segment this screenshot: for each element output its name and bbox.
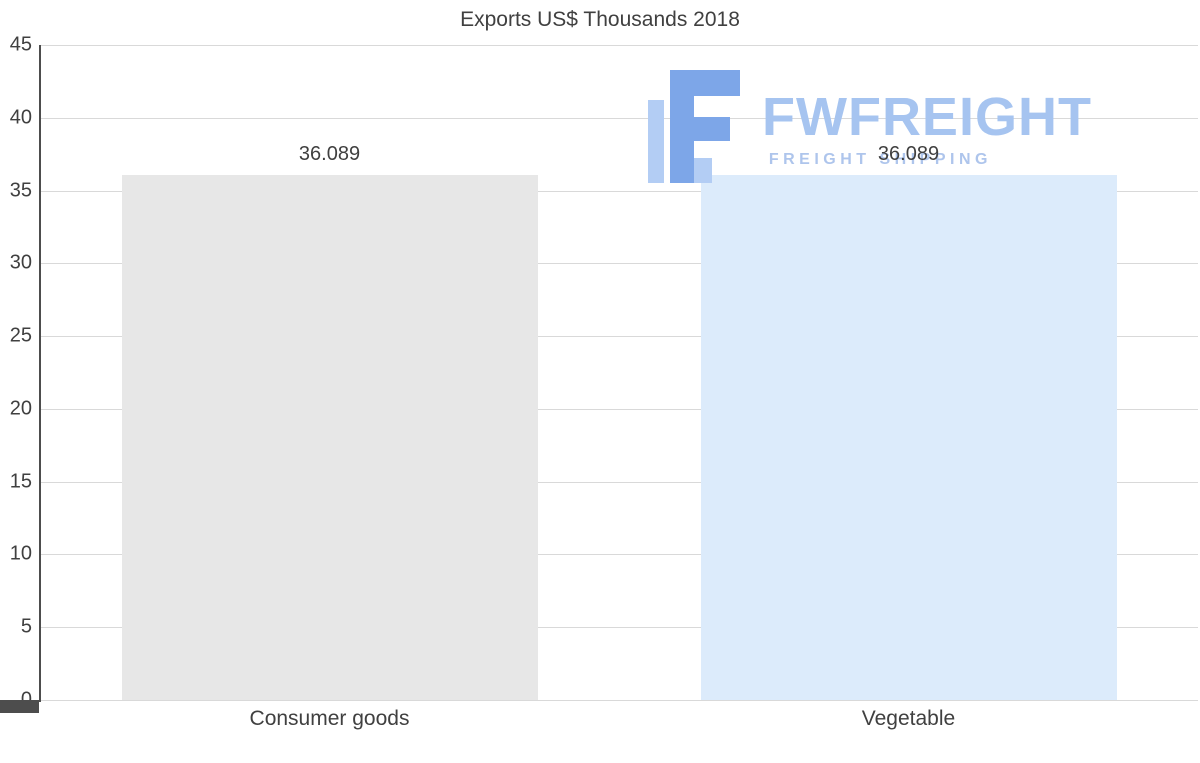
- y-tick-label: 30: [9, 251, 32, 274]
- y-tick-labels: 0 5 10 15 20 25 30 35 40 45: [0, 34, 36, 711]
- x-category-labels: Consumer goods Vegetable: [40, 707, 1198, 731]
- y-tick-label: 25: [9, 324, 32, 347]
- y-tick-label: 5: [20, 615, 32, 638]
- watermark-text-block: FWFREIGHT FREIGHT SHIPPING: [762, 70, 1092, 169]
- gridline: [40, 190, 1198, 192]
- y-tick-label: 20: [9, 397, 32, 420]
- y-tick-label: 0: [21, 689, 32, 712]
- y-tick-label: 10: [9, 542, 32, 565]
- fwfreight-logo-icon: [648, 70, 740, 183]
- gridline: [40, 408, 1198, 410]
- gridline: [40, 117, 1198, 119]
- gridline: [40, 700, 1198, 701]
- bar-consumer-goods: [121, 174, 538, 700]
- watermark-brand-text: FWFREIGHT: [762, 87, 1092, 147]
- category-label-vegetable: Vegetable: [861, 707, 956, 730]
- y-tick-label: 45: [9, 33, 32, 56]
- category-label-consumer-goods: Consumer goods: [249, 707, 410, 730]
- y-tick-label: 35: [9, 179, 32, 202]
- bar-vegetable: [700, 174, 1117, 700]
- y-axis-line: [39, 45, 41, 702]
- watermark-tagline-text: FREIGHT SHIPPING: [768, 151, 992, 168]
- y-tick-label: 40: [9, 106, 32, 129]
- value-label-consumer-goods: 36.089: [298, 142, 361, 165]
- gridline: [40, 263, 1198, 265]
- gridline: [40, 45, 1198, 46]
- fwfreight-watermark: FWFREIGHT FREIGHT SHIPPING: [648, 70, 1092, 183]
- bar-slot-consumer-goods: 36.089: [40, 45, 619, 700]
- gridline: [40, 481, 1198, 483]
- bar-slot-vegetable: 36.089: [619, 45, 1198, 700]
- chart-title: Exports US$ Thousands 2018: [460, 8, 740, 31]
- gridline: [40, 336, 1198, 338]
- gridline: [40, 627, 1198, 629]
- y-tick-label: 15: [9, 470, 32, 493]
- value-label-vegetable: 36.089: [877, 142, 940, 165]
- axis-corner-mark: [0, 700, 39, 713]
- plot-area: 36.089 36.089: [40, 45, 1198, 701]
- gridline: [40, 554, 1198, 556]
